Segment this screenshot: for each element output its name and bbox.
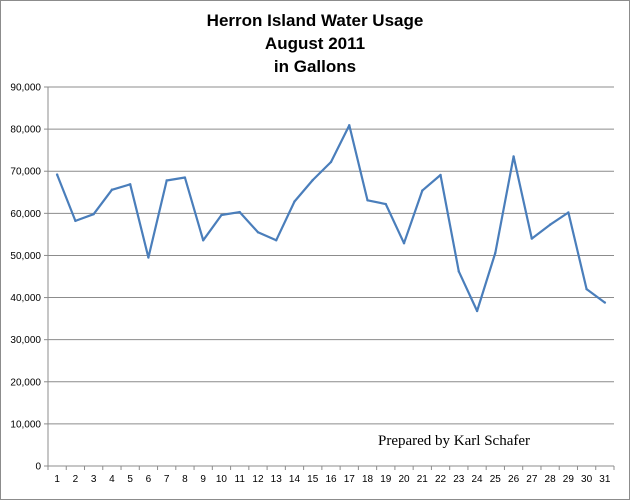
chart-title-line-1: Herron Island Water Usage xyxy=(206,11,424,30)
x-tick-label: 10 xyxy=(216,474,228,485)
data-point xyxy=(512,155,515,158)
data-point xyxy=(55,173,59,176)
y-tick-label: 30,000 xyxy=(10,335,41,346)
data-point xyxy=(110,188,114,191)
x-tick-label: 13 xyxy=(271,474,283,485)
x-tick-label: 28 xyxy=(545,474,557,485)
data-point xyxy=(92,212,95,216)
x-tick-label: 27 xyxy=(526,474,538,485)
x-tick-label: 11 xyxy=(235,474,246,485)
x-tick-label: 26 xyxy=(508,474,520,485)
x-tick-label: 4 xyxy=(109,474,115,485)
x-tick-label: 7 xyxy=(164,474,170,485)
x-tick-label: 19 xyxy=(380,474,392,485)
prepared-by-annotation: Prepared by Karl Schafer xyxy=(378,433,530,449)
x-tick-label: 20 xyxy=(398,474,410,485)
data-point xyxy=(475,309,479,313)
y-tick-label: 50,000 xyxy=(10,251,41,262)
y-tick-label: 60,000 xyxy=(10,209,41,220)
x-tick-label: 23 xyxy=(453,474,465,485)
x-tick-label: 17 xyxy=(344,474,356,485)
x-tick-label: 5 xyxy=(127,474,133,485)
data-point xyxy=(421,189,424,192)
data-point xyxy=(183,176,187,179)
x-tick-label: 29 xyxy=(563,474,575,485)
data-point xyxy=(256,231,260,234)
data-point xyxy=(201,239,205,242)
x-tick-label: 31 xyxy=(599,474,611,485)
data-point xyxy=(366,199,369,202)
x-tick-label: 3 xyxy=(91,474,97,485)
x-tick-label: 2 xyxy=(73,474,79,485)
x-tick-label: 6 xyxy=(146,474,152,485)
y-tick-label: 80,000 xyxy=(10,125,41,136)
data-point xyxy=(567,211,570,214)
x-tick-label: 18 xyxy=(362,474,374,485)
data-point xyxy=(128,183,132,186)
x-tick-label: 25 xyxy=(490,474,502,485)
data-point xyxy=(548,223,552,226)
x-tick-label: 15 xyxy=(307,474,319,485)
data-point xyxy=(348,124,351,127)
y-tick-label: 20,000 xyxy=(10,377,41,388)
data-point xyxy=(439,173,442,177)
data-point xyxy=(74,219,77,223)
x-tick-label: 21 xyxy=(417,474,429,485)
y-tick-label: 0 xyxy=(35,462,41,473)
x-tick-label: 30 xyxy=(581,474,593,485)
y-tick-label: 90,000 xyxy=(10,83,41,94)
data-point xyxy=(457,270,461,273)
y-tick-label: 70,000 xyxy=(10,167,41,178)
data-point xyxy=(238,210,241,214)
x-tick-label: 12 xyxy=(252,474,264,485)
data-point xyxy=(530,237,534,240)
data-point xyxy=(329,160,333,164)
x-tick-label: 8 xyxy=(182,474,188,485)
y-axis-ticks: 0 10,000 20,000 30,000 40,000 50,000 60,000 70,… xyxy=(10,83,48,473)
x-tick-label: 9 xyxy=(200,474,206,485)
chart-title-line-2: August 2011 xyxy=(264,34,366,53)
data-point xyxy=(402,242,406,245)
data-point xyxy=(384,202,387,206)
y-tick-label: 10,000 xyxy=(10,419,41,430)
gridlines xyxy=(48,86,614,425)
x-tick-label: 1 xyxy=(54,474,60,485)
chart-title-line-3: in Gallons xyxy=(273,57,357,76)
x-tick-label: 22 xyxy=(435,474,447,485)
data-point xyxy=(220,213,223,217)
series-line xyxy=(56,124,606,313)
x-axis-ticks: 1 2 3 4 5 6 7 8 9 10 11 12 13 14 15 16 17 18 19 20 21 22 23 24 2… xyxy=(47,466,615,485)
series-group xyxy=(55,124,607,313)
data-point xyxy=(311,178,314,182)
data-point xyxy=(293,200,296,203)
data-point xyxy=(494,251,497,255)
axes xyxy=(47,87,614,467)
data-point xyxy=(165,179,168,182)
data-point xyxy=(603,301,607,304)
x-tick-label: 24 xyxy=(472,474,484,485)
data-point xyxy=(147,256,150,259)
y-tick-label: 40,000 xyxy=(10,293,41,304)
x-tick-label: 16 xyxy=(325,474,337,485)
data-point xyxy=(585,287,588,291)
x-tick-label: 14 xyxy=(289,474,301,485)
data-point xyxy=(275,239,278,242)
